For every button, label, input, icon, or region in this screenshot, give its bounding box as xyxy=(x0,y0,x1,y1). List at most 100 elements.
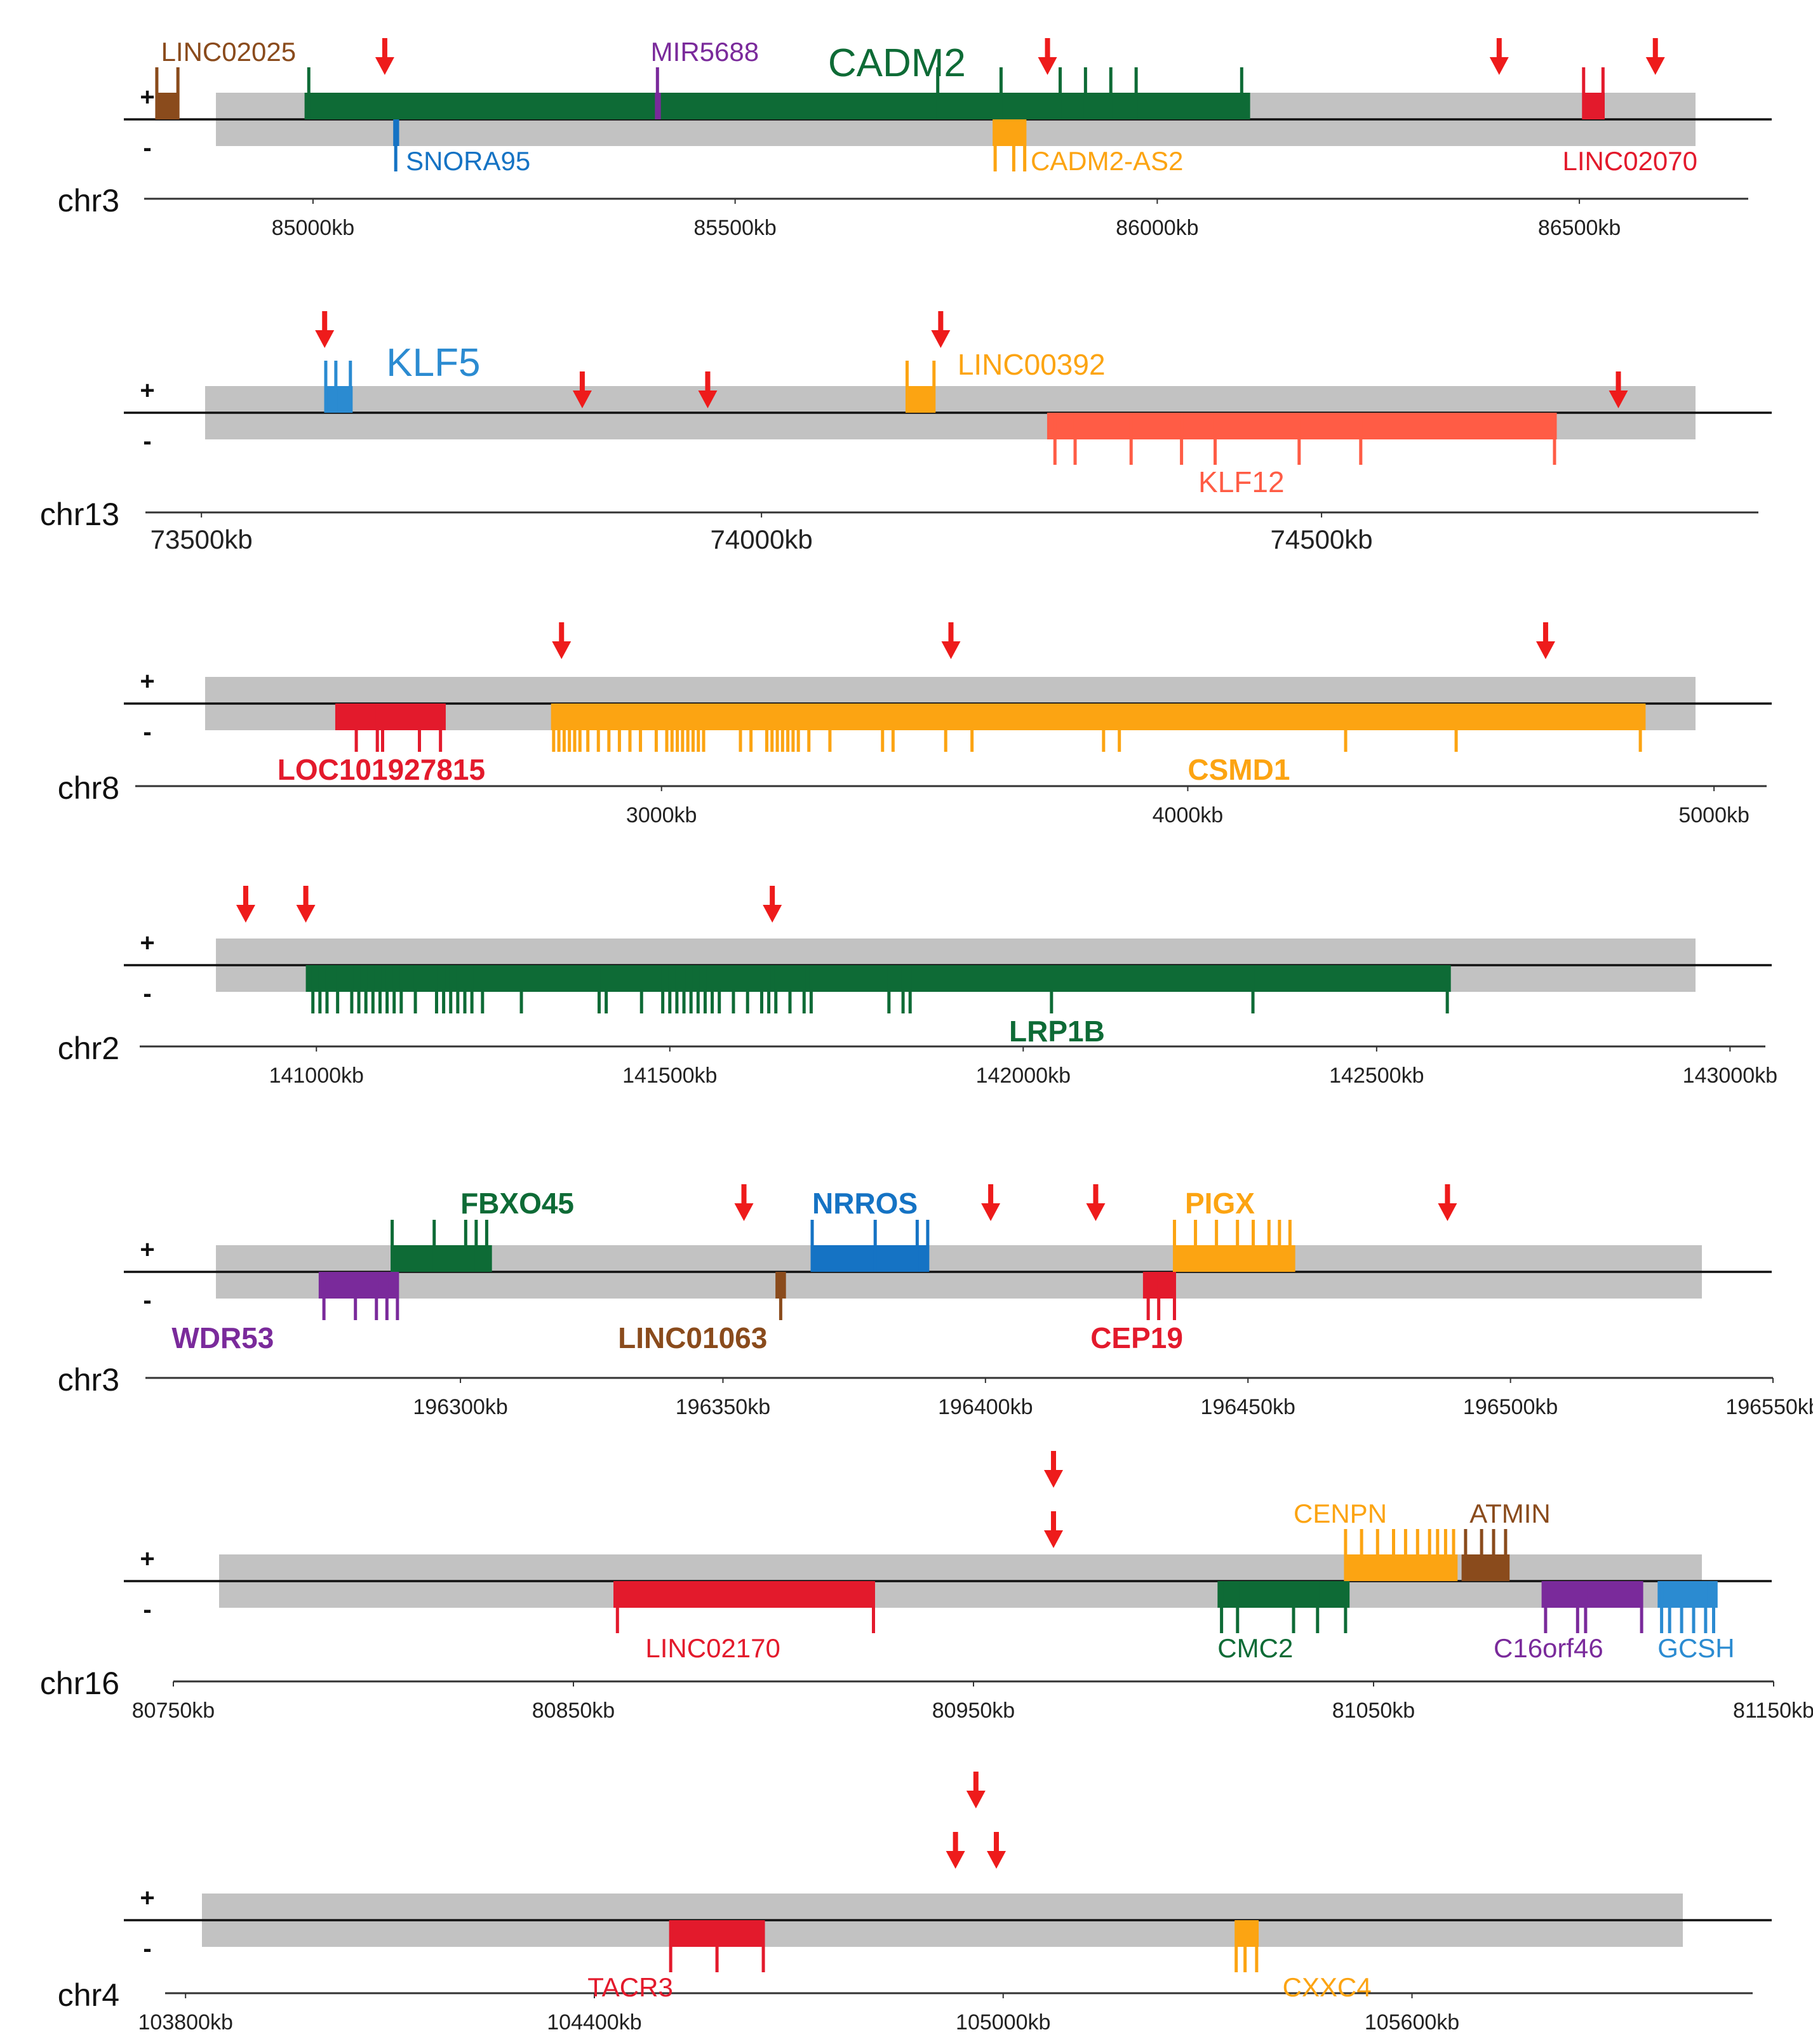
exon-mark xyxy=(1251,1220,1255,1272)
gene-label: KLF5 xyxy=(386,341,480,385)
minus-strand-label: - xyxy=(143,427,151,455)
exon-mark xyxy=(350,965,354,1013)
gene-body xyxy=(1217,1581,1350,1608)
exon-mark xyxy=(562,704,566,752)
exon-mark xyxy=(1288,1220,1292,1272)
arrow-shaft xyxy=(948,622,954,645)
gene-nrros: NRROS xyxy=(810,1187,930,1272)
exon-mark xyxy=(322,1272,326,1320)
exon-mark xyxy=(325,965,329,1013)
breakpoint-arrow-icon xyxy=(296,886,316,923)
exon-mark xyxy=(639,704,643,752)
gene-label: CEP19 xyxy=(1090,1321,1183,1354)
exon-mark xyxy=(761,1920,765,1972)
arrow-head xyxy=(987,1851,1007,1869)
exon-mark xyxy=(788,965,792,1013)
gene-label: CADM2-AS2 xyxy=(1031,146,1183,176)
breakpoint-arrow-icon xyxy=(946,1832,965,1869)
tick-label: 73500kb xyxy=(151,524,253,554)
exon-mark xyxy=(354,1272,358,1320)
chromosome-label: chr8 xyxy=(58,770,119,806)
gene-c16orf46: C16orf46 xyxy=(1494,1581,1643,1663)
exon-mark xyxy=(552,704,556,752)
exon-mark xyxy=(385,965,389,1013)
exon-mark xyxy=(686,704,690,752)
gene-linc01063: LINC01063 xyxy=(618,1272,786,1354)
exon-mark xyxy=(1344,1529,1348,1581)
chromosome-label: chr3 xyxy=(58,1362,119,1398)
arrow-shaft xyxy=(1045,38,1050,61)
gene-label: C16orf46 xyxy=(1494,1633,1603,1663)
exon-mark xyxy=(1480,1529,1483,1581)
exon-mark xyxy=(676,704,679,752)
exon-mark xyxy=(1278,1220,1281,1272)
gene-label: CENPN xyxy=(1294,1499,1387,1528)
arrow-head xyxy=(946,1851,965,1869)
exon-mark xyxy=(392,965,396,1013)
gene-label: WDR53 xyxy=(171,1321,274,1354)
arrow-head xyxy=(296,905,316,923)
exon-mark xyxy=(1712,1581,1715,1633)
exon-mark xyxy=(670,704,674,752)
chromosome-label: chr13 xyxy=(40,497,119,532)
exon-mark xyxy=(1582,67,1586,119)
exon-mark xyxy=(519,965,523,1013)
exon-mark xyxy=(336,965,340,1013)
plus-strand-label: + xyxy=(140,667,154,695)
exon-mark xyxy=(802,965,806,1013)
exon-mark xyxy=(749,704,753,752)
exon-mark xyxy=(456,965,460,1013)
exon-mark xyxy=(586,704,590,752)
exon-mark xyxy=(873,1220,877,1272)
breakpoint-arrow-icon xyxy=(698,371,718,408)
gene-body xyxy=(1541,1581,1642,1608)
exon-mark xyxy=(578,704,582,752)
gene-wdr53: WDR53 xyxy=(171,1272,399,1354)
exon-mark xyxy=(354,704,358,752)
gene-fbxo45: FBXO45 xyxy=(391,1187,574,1272)
exon-mark xyxy=(1428,1529,1431,1581)
arrow-head xyxy=(1438,1203,1457,1221)
minus-strand-label: - xyxy=(143,718,151,746)
gene-linc02025: LINC02025 xyxy=(155,37,296,119)
tick-label: 105000kb xyxy=(956,2010,1050,2034)
exon-mark xyxy=(1704,1581,1708,1633)
arrow-head xyxy=(698,391,718,408)
tick-label: 196300kb xyxy=(413,1395,507,1419)
exon-mark xyxy=(481,965,485,1013)
arrow-shaft xyxy=(973,1772,979,1794)
breakpoint-arrow-icon xyxy=(981,1184,1001,1221)
arrow-head xyxy=(941,641,961,659)
exon-mark xyxy=(711,965,714,1013)
exon-mark xyxy=(1267,1220,1271,1272)
tick-label: 196550kb xyxy=(1725,1395,1813,1419)
exon-mark xyxy=(1638,704,1642,752)
gene-body xyxy=(1461,1554,1510,1581)
exon-mark xyxy=(774,965,778,1013)
exon-mark xyxy=(999,67,1003,119)
exon-mark xyxy=(791,704,795,752)
exon-mark xyxy=(1053,413,1057,465)
arrow-head xyxy=(375,57,394,75)
exon-mark xyxy=(1454,704,1458,752)
breakpoint-arrow-icon xyxy=(941,622,961,659)
tick-label: 85000kb xyxy=(272,216,354,240)
gene-label: SNORA95 xyxy=(406,146,530,176)
exon-mark xyxy=(1297,413,1301,465)
exon-mark xyxy=(442,965,446,1013)
arrow-head xyxy=(315,330,335,348)
exon-mark xyxy=(1118,704,1121,752)
gene-label: PIGX xyxy=(1185,1187,1255,1220)
exon-mark xyxy=(1129,413,1133,465)
arrow-shaft xyxy=(243,886,248,909)
arrow-shaft xyxy=(953,1832,958,1855)
exon-mark xyxy=(809,965,813,1013)
exon-mark xyxy=(746,965,749,1013)
gene-cmc2: CMC2 xyxy=(1217,1581,1350,1663)
exon-mark xyxy=(1344,1581,1348,1633)
gene-label: TACR3 xyxy=(587,1972,673,2002)
exon-mark xyxy=(463,965,467,1013)
exon-mark xyxy=(1157,1272,1161,1320)
tick-label: 86000kb xyxy=(1116,216,1198,240)
minus-strand-label: - xyxy=(143,980,151,1008)
